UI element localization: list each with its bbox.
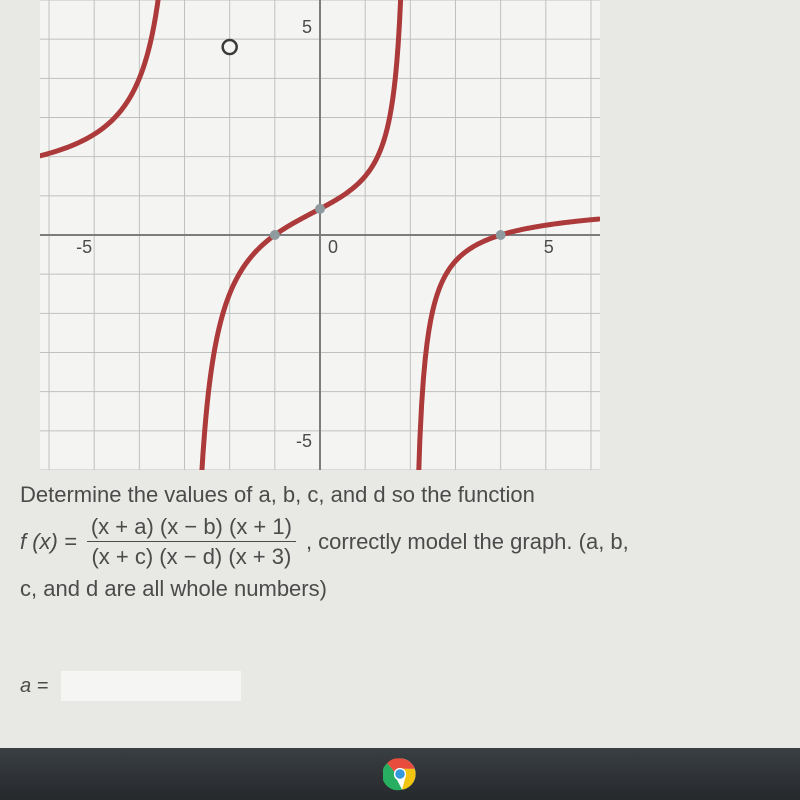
svg-text:5: 5: [302, 17, 312, 37]
answer-row: a =: [20, 670, 242, 702]
formula-fraction: (x + a) (x − b) (x + 1) (x + c) (x − d) …: [87, 512, 296, 572]
graph-svg: -5 0 5 5 -5: [40, 0, 600, 470]
question-block: Determine the values of a, b, c, and d s…: [20, 480, 780, 604]
svg-text:-5: -5: [76, 237, 92, 257]
formula-numerator: (x + a) (x − b) (x + 1): [87, 512, 296, 543]
answer-input-a[interactable]: [60, 670, 242, 702]
formula-denominator: (x + c) (x − d) (x + 3): [87, 542, 295, 572]
svg-text:0: 0: [328, 237, 338, 257]
question-line-1: Determine the values of a, b, c, and d s…: [20, 480, 780, 510]
chrome-icon[interactable]: [383, 757, 417, 791]
function-graph: -5 0 5 5 -5: [40, 0, 600, 470]
question-formula-row: f (x) = (x + a) (x − b) (x + 1) (x + c) …: [20, 512, 780, 572]
svg-text:-5: -5: [296, 431, 312, 451]
svg-text:5: 5: [544, 237, 554, 257]
question-line-3: c, and d are all whole numbers): [20, 574, 780, 604]
taskbar: [0, 748, 800, 800]
answer-label-a: a =: [20, 675, 48, 698]
formula-lhs: f (x) =: [20, 527, 77, 557]
worksheet-page: -5 0 5 5 -5 Determine the values of a, b, c,…: [0, 0, 800, 800]
formula-rhs: , correctly model the graph. (a, b,: [306, 527, 629, 557]
